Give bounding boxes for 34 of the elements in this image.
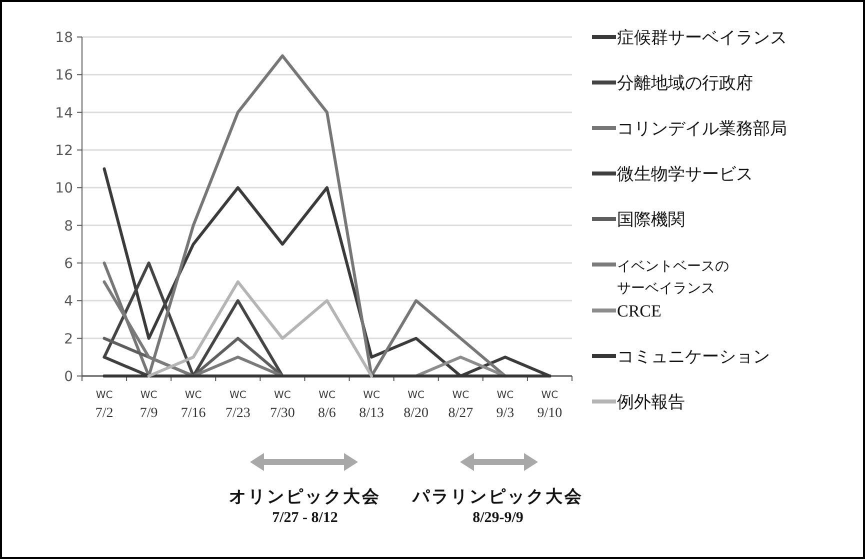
legend-label: CRCE — [617, 302, 662, 320]
y-tick-label: 18 — [55, 30, 73, 46]
legend-label: イベントベースのサーベイランス — [617, 260, 729, 296]
x-tick-label: WC 7/23 — [225, 390, 250, 421]
y-tick-label: 0 — [64, 369, 73, 385]
y-tick-label: 16 — [55, 68, 74, 84]
legend-label: 症候群サーベイランス — [617, 28, 787, 47]
x-tick-label: WC 9/10 — [537, 390, 562, 421]
text: オリンピック大会 — [229, 487, 381, 506]
legend-label: コミュニケーション — [617, 347, 770, 366]
x-tick-label: WC 7/2 — [95, 390, 114, 421]
legend-label: 分離地域の行政府 — [617, 74, 753, 92]
y-tick-label: 14 — [55, 105, 74, 122]
x-tick-label: WC 8/20 — [404, 390, 429, 421]
x-tick-label: WC 8/27 — [448, 390, 474, 421]
y-tick-label: 8 — [64, 218, 73, 234]
x-tick-label: WC 8/13 — [359, 390, 384, 421]
x-tick-label: WC 9/3 — [496, 390, 514, 421]
x-tick-label: WC 7/16 — [180, 390, 206, 421]
y-tick-label: 6 — [64, 256, 74, 272]
legend-label: 微生物学サービス — [617, 164, 753, 184]
legend-label: 国際機関 — [617, 210, 685, 229]
legend-label: コリンデイル業務部局 — [617, 119, 787, 138]
text: パラリンピック大会 — [412, 487, 584, 506]
y-tick-label: 4 — [64, 294, 74, 310]
y-tick-label: 2 — [64, 331, 73, 348]
y-tick-label: 12 — [55, 143, 73, 159]
x-tick-label: WC 7/9 — [140, 390, 158, 421]
text: 8/29-9/9 — [472, 510, 524, 526]
x-tick-label: WC 8/6 — [318, 390, 336, 421]
y-tick-label: 10 — [55, 180, 73, 197]
legend-label: 例外報告 — [617, 392, 685, 412]
text: 7/27 - 8/12 — [272, 510, 338, 526]
x-tick-label: WC 7/30 — [270, 390, 295, 421]
